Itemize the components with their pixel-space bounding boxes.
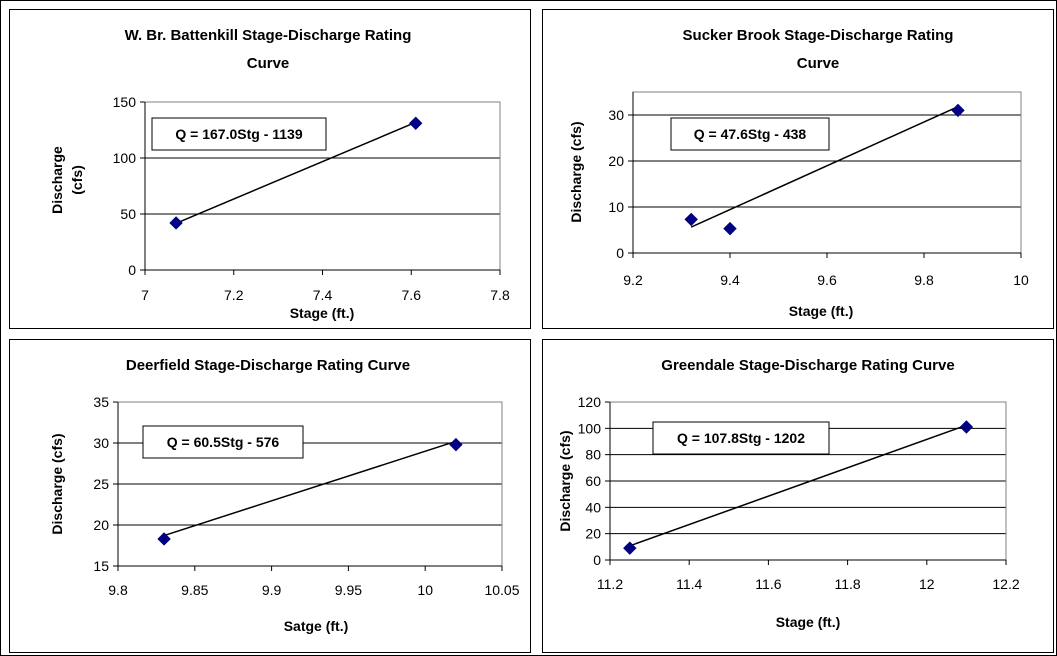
y-tick-label: 60 [585, 473, 601, 489]
x-axis-title: Stage (ft.) [290, 305, 355, 321]
data-point [723, 221, 737, 236]
chart-title: Deerfield Stage-Discharge Rating Curve [126, 357, 410, 374]
y-tick-label: 50 [120, 206, 136, 222]
x-tick-label: 10 [417, 582, 433, 598]
y-tick-label: 25 [93, 476, 109, 492]
x-tick-label: 9.9 [262, 582, 282, 598]
x-tick-label: 10 [1013, 272, 1029, 288]
equation-label: Q = 60.5Stg - 576 [167, 434, 280, 450]
x-tick-label: 10.05 [484, 582, 519, 598]
x-tick-label: 9.2 [623, 272, 643, 288]
trendline [175, 121, 416, 224]
y-tick-label: 80 [585, 447, 601, 463]
y-tick-label: 15 [93, 558, 109, 574]
x-tick-label: 7.4 [313, 287, 333, 303]
chart-svg: Greendale Stage-Discharge Rating Curve 0 2… [557, 357, 1020, 630]
y-tick-label: 40 [585, 499, 601, 515]
y-tick-label: 20 [585, 526, 601, 542]
y-tick-label: 30 [93, 435, 109, 451]
data-point [169, 216, 183, 230]
y-tick-label: 10 [608, 199, 624, 215]
x-tick-label: 9.85 [181, 582, 208, 598]
y-tick-label: 20 [93, 517, 109, 533]
data-point [684, 212, 698, 227]
y-axis-title: Discharge (cfs) [568, 121, 584, 222]
equation-label: Q = 167.0Stg - 1139 [175, 126, 302, 142]
y-tick-label: 100 [578, 420, 602, 436]
equation-box [151, 117, 327, 151]
y-axis-title: (cfs) [69, 165, 85, 195]
data-point [959, 420, 974, 434]
data-point [951, 103, 965, 118]
chart-panel-sucker-brook: Sucker Brook Stage-Discharge Rating Curve… [542, 9, 1054, 329]
x-axis-title: Satge (ft.) [284, 618, 349, 634]
chart-title: Greendale Stage-Discharge Rating Curve [661, 357, 954, 374]
data-point [623, 541, 637, 555]
chart-svg: W. Br. Battenkill Stage-Discharge Rating… [49, 27, 510, 321]
x-tick-label: 9.6 [817, 272, 837, 288]
y-tick-label: 35 [93, 394, 109, 410]
y-tick-label: 30 [608, 107, 624, 123]
y-tick-label: 150 [113, 94, 137, 110]
y-tick-label: 100 [113, 150, 137, 166]
equation-box [670, 117, 830, 151]
equation-box [142, 425, 304, 459]
chart-title: Curve [797, 55, 840, 72]
chart-svg: Sucker Brook Stage-Discharge Rating Curve… [568, 27, 1029, 319]
trendline [690, 105, 959, 228]
chart-title: W. Br. Battenkill Stage-Discharge Rating [125, 27, 412, 44]
x-tick-label: 9.8 [914, 272, 934, 288]
y-tick-label: 20 [608, 153, 624, 169]
x-axis-title: Stage (ft.) [776, 614, 841, 630]
x-tick-label: 12 [919, 576, 935, 592]
y-axis-title: Discharge [49, 146, 65, 214]
x-tick-label: 11.4 [676, 576, 702, 592]
x-tick-label: 11.2 [597, 576, 623, 592]
x-tick-label: 9.4 [720, 272, 740, 288]
x-tick-label: 9.8 [108, 582, 128, 598]
trendline [163, 440, 457, 537]
chart-panel-deerfield: Deerfield Stage-Discharge Rating Curve 15… [9, 339, 531, 653]
y-tick-label: 0 [616, 245, 624, 261]
x-axis-title: Stage (ft.) [789, 303, 854, 319]
x-tick-label: 12.2 [992, 576, 1019, 592]
plot-area [632, 91, 1022, 254]
data-point [157, 532, 171, 546]
trendline [629, 424, 967, 547]
chart-panel-greendale: Greendale Stage-Discharge Rating Curve 0 2… [542, 339, 1054, 653]
y-tick-label: 0 [128, 262, 136, 278]
x-tick-label: 9.95 [335, 582, 362, 598]
x-tick-label: 11.8 [834, 576, 860, 592]
x-tick-label: 11.6 [755, 576, 781, 592]
x-tick-label: 7.8 [490, 287, 510, 303]
x-tick-label: 7 [141, 287, 149, 303]
y-tick-label: 120 [578, 394, 602, 410]
x-tick-label: 7.2 [224, 287, 244, 303]
data-point [408, 116, 423, 130]
data-point [449, 437, 463, 452]
equation-box [652, 421, 830, 455]
y-tick-label: 0 [593, 552, 601, 568]
equation-label: Q = 107.8Stg - 1202 [677, 430, 805, 446]
chart-svg: Deerfield Stage-Discharge Rating Curve 15… [49, 357, 520, 634]
y-axis-title: Discharge (cfs) [557, 430, 573, 531]
equation-label: Q = 47.6Stg - 438 [694, 126, 807, 142]
chart-title: Sucker Brook Stage-Discharge Rating [683, 27, 954, 44]
chart-panel-battenkill: W. Br. Battenkill Stage-Discharge Rating… [9, 9, 531, 329]
chart-title: Curve [247, 55, 290, 72]
y-axis-title: Discharge (cfs) [49, 433, 65, 534]
x-tick-label: 7.6 [402, 287, 422, 303]
